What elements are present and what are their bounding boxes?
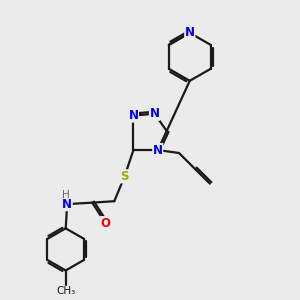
Text: H: H xyxy=(62,190,70,200)
Text: N: N xyxy=(185,26,195,39)
Text: N: N xyxy=(62,198,72,211)
Text: CH₃: CH₃ xyxy=(56,286,75,296)
Text: O: O xyxy=(100,217,110,230)
Text: N: N xyxy=(149,107,160,120)
Text: S: S xyxy=(120,170,129,183)
Text: N: N xyxy=(153,144,163,157)
Text: N: N xyxy=(128,109,138,122)
